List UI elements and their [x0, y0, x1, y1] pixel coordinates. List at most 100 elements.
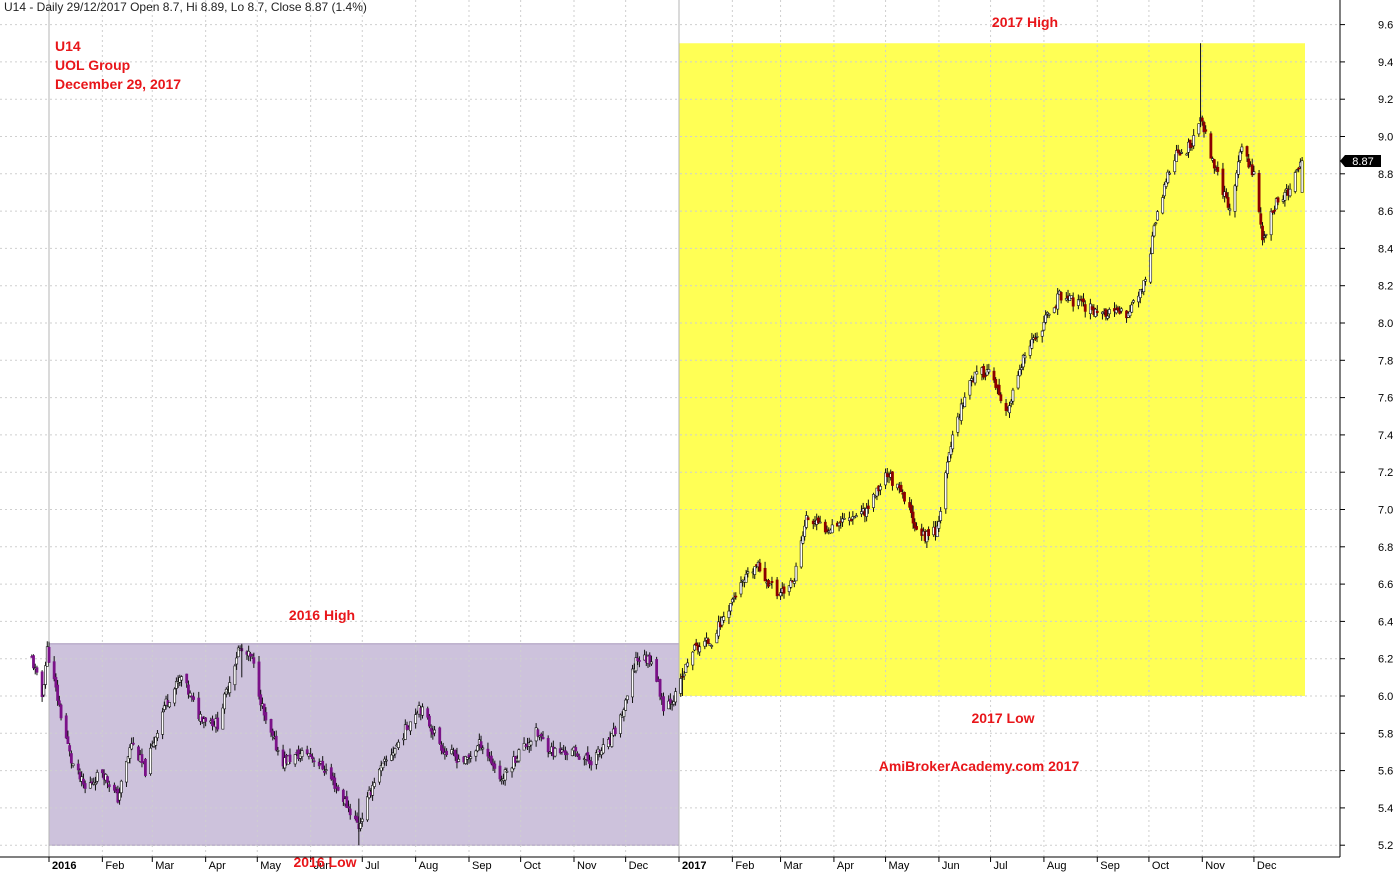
candle: [913, 518, 917, 532]
x-tick-label: Dec: [629, 860, 649, 872]
candle: [1028, 340, 1032, 359]
candle: [1152, 223, 1156, 238]
candle: [619, 713, 622, 738]
candle: [1064, 292, 1068, 302]
candle: [1168, 170, 1171, 176]
candle: [78, 768, 82, 783]
candle: [1044, 310, 1048, 325]
candle: [162, 701, 166, 713]
x-tick-label: 2017: [682, 860, 706, 872]
candle: [1047, 313, 1051, 319]
candle: [1104, 308, 1108, 321]
candle: [180, 675, 183, 687]
x-tick-label: Feb: [735, 860, 754, 872]
y-tick-label: 9.0: [1378, 132, 1393, 144]
candle: [474, 749, 478, 762]
candle: [679, 673, 683, 697]
candle: [963, 392, 967, 408]
candle: [192, 692, 195, 702]
candle: [529, 739, 533, 751]
candle: [853, 516, 856, 519]
candle: [94, 776, 97, 791]
candle: [770, 576, 774, 589]
candle: [341, 788, 345, 807]
high-2016-label: 2016 High: [289, 607, 355, 623]
candle: [698, 642, 702, 656]
candle: [884, 468, 887, 490]
x-tick-label: Sep: [1100, 860, 1120, 872]
candle: [441, 742, 445, 755]
candle: [1154, 221, 1158, 226]
candle: [801, 531, 805, 545]
x-tick-label: Nov: [577, 860, 597, 872]
y-tick-label: 8.0: [1378, 318, 1393, 330]
candle: [636, 652, 640, 666]
low-2016-label: 2016 Low: [293, 854, 356, 870]
candle: [71, 763, 75, 768]
candle: [409, 721, 412, 736]
candle: [510, 766, 514, 778]
candle: [309, 747, 313, 757]
candle: [541, 731, 545, 740]
x-tick-label: May: [260, 860, 281, 872]
y-tick-label: 6.0: [1378, 691, 1393, 703]
candle: [113, 782, 116, 793]
candle: [233, 663, 237, 691]
x-tick-label: May: [889, 860, 910, 872]
candle: [1114, 304, 1118, 315]
candle: [570, 748, 574, 757]
candle: [1130, 301, 1134, 313]
candle: [937, 515, 941, 533]
candle: [35, 665, 39, 676]
candle: [1300, 157, 1304, 193]
x-tick-label: Mar: [155, 860, 174, 872]
candle: [378, 767, 381, 785]
candle: [1009, 398, 1013, 408]
candle: [650, 655, 653, 666]
candle: [1261, 222, 1264, 246]
y-tick-label: 6.4: [1378, 616, 1393, 628]
candle: [1004, 399, 1008, 416]
candle: [440, 741, 443, 755]
y-tick-label: 8.8: [1378, 169, 1393, 181]
watermark-label: AmiBrokerAcademy.com 2017: [879, 758, 1080, 774]
candle: [589, 756, 593, 771]
candle: [381, 762, 385, 771]
candle: [624, 698, 628, 712]
candle: [674, 687, 677, 706]
candle: [1202, 120, 1206, 138]
candle: [775, 577, 779, 600]
candle: [47, 641, 51, 663]
candle: [968, 380, 972, 400]
candle: [970, 375, 974, 387]
candle: [1233, 183, 1237, 218]
candle: [174, 677, 178, 695]
candle: [64, 713, 68, 740]
candle: [648, 652, 652, 667]
candle: [706, 637, 710, 644]
x-tick-label: 2016: [52, 860, 76, 872]
candle: [1118, 306, 1122, 315]
candle: [1045, 311, 1049, 319]
y-tick-label: 7.4: [1378, 430, 1393, 442]
candle: [734, 592, 738, 600]
candle: [1288, 183, 1292, 198]
y-tick-label: 7.8: [1378, 355, 1393, 367]
y-tick-label: 5.4: [1378, 803, 1393, 815]
candle: [390, 748, 393, 762]
candle: [865, 502, 869, 522]
candle: [52, 656, 56, 682]
candle: [1224, 188, 1228, 199]
candle: [1197, 123, 1201, 137]
candle: [817, 515, 820, 525]
candle: [414, 708, 418, 729]
candle: [465, 757, 469, 765]
candle: [1297, 166, 1301, 173]
candle: [601, 738, 605, 755]
candle: [539, 732, 543, 742]
y-tick-label: 7.6: [1378, 393, 1393, 405]
x-tick-label: Jul: [994, 860, 1008, 872]
candle: [1274, 197, 1278, 210]
candle: [982, 363, 986, 380]
